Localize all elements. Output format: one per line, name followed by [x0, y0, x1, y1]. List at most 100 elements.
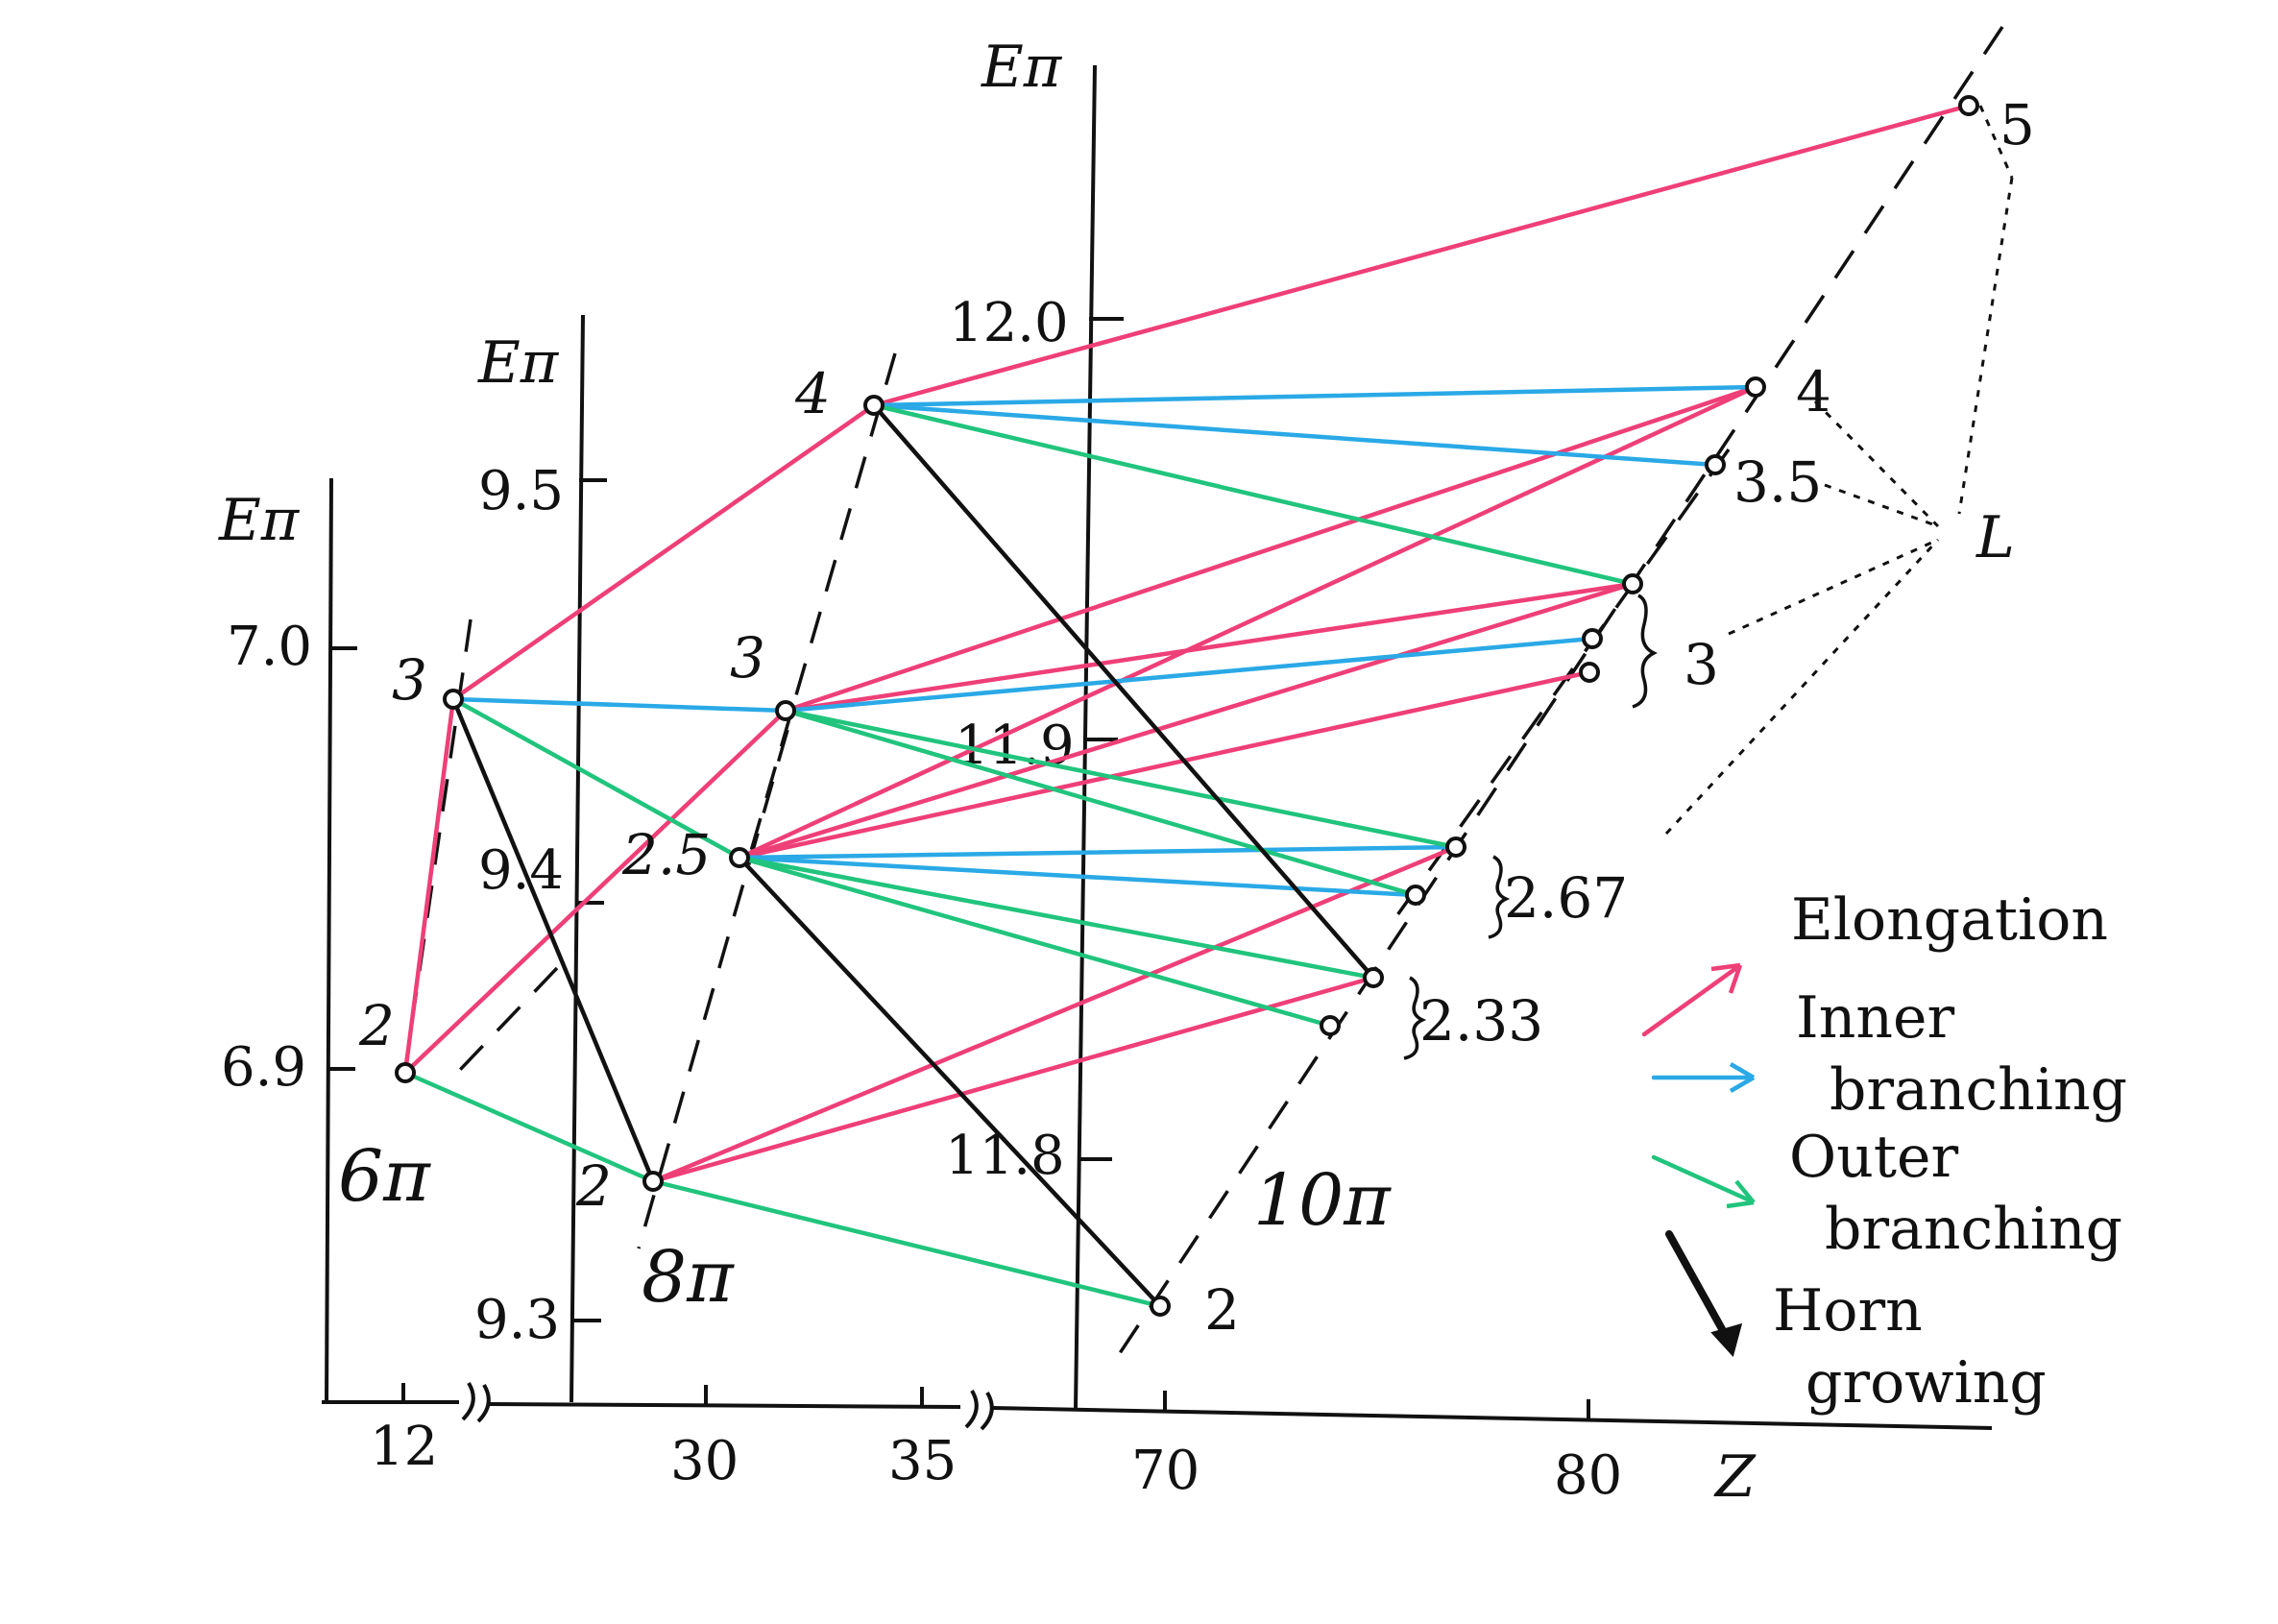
group-labels: 6π 8π 10π — [338, 1135, 1392, 1319]
edge-elongation-b25-c3a — [737, 581, 1636, 860]
z-axis-break-1 — [461, 1381, 491, 1423]
edge-elongation-b2-c267a — [650, 844, 1459, 1184]
node-c5 — [1958, 95, 1979, 116]
edge-outer-branching-b25-c233a — [737, 855, 1376, 981]
transition-edges — [402, 103, 1972, 1309]
label-L: L — [1975, 504, 2015, 571]
axis2-tick-label-9.5: 9.5 — [478, 460, 564, 522]
legend-label-horn-2: growing — [1805, 1349, 2047, 1417]
guide-8pi-upper — [745, 352, 897, 865]
node-c3b — [1582, 628, 1603, 649]
legend-arrow-elongation — [1641, 962, 1743, 1037]
legend-label-inner-2: branching — [1830, 1056, 2127, 1124]
guide-lines — [400, 26, 2004, 1363]
edge-outer-branching-b25-c233b — [737, 855, 1333, 1029]
group-label-10pi: 10π — [1253, 1159, 1392, 1242]
axis1-tick-label-7.0: 7.0 — [227, 616, 312, 678]
legend-label-elongation: Elongation — [1791, 886, 2108, 954]
edge-outer-branching-a3-b25 — [450, 696, 742, 860]
edge-horn-growing-a3-b2 — [450, 696, 656, 1184]
edge-elongation-b2-c233a — [650, 975, 1376, 1184]
label-a2: 2 — [358, 993, 395, 1058]
state-nodes — [395, 95, 1979, 1317]
axis2-tick-label-9.4: 9.4 — [478, 839, 564, 902]
node-c233a — [1363, 967, 1384, 988]
label-c3: 3 — [1684, 632, 1719, 697]
edge-elongation-a2-a3 — [402, 696, 456, 1076]
node-c2 — [1150, 1296, 1171, 1317]
legend-label-inner-1: Inner — [1796, 984, 1954, 1052]
brace-233 — [1403, 976, 1427, 1060]
node-c267a — [1445, 836, 1466, 858]
edge-inner-branching-a3-b3 — [450, 696, 788, 714]
brace-3 — [1632, 594, 1658, 709]
z-axis-title: Z — [1713, 1443, 1757, 1511]
guide-8pi-lower — [637, 729, 789, 1249]
node-c233b — [1320, 1015, 1341, 1036]
dotted-35-L — [1824, 483, 1939, 528]
node-c3a — [1622, 573, 1643, 594]
axis3-tick-label-11.8: 11.8 — [945, 1125, 1065, 1187]
z-tick-label-70: 70 — [1131, 1440, 1200, 1502]
edge-outer-branching-b4-c3a — [871, 402, 1636, 587]
edge-elongation-b25-c4 — [737, 384, 1758, 860]
label-b3: 3 — [730, 625, 765, 691]
edge-inner-branching-b4-c4 — [871, 384, 1758, 408]
label-c267: 2.67 — [1504, 865, 1628, 931]
node-b25 — [729, 847, 750, 868]
legend-arrow-inner — [1651, 1062, 1756, 1093]
z-axis-break-2 — [964, 1389, 994, 1431]
axis1-line — [325, 477, 333, 1403]
label-c35: 3.5 — [1733, 449, 1822, 515]
node-c4 — [1745, 376, 1766, 398]
energy-axis-6pi: 7.0 6.9 Eπ — [218, 477, 357, 1403]
guide-z-80 — [1391, 448, 1731, 924]
edge-elongation-a2-b3 — [402, 708, 788, 1076]
node-labels: 2 3 2 2.5 3 4 2 2.33 2.67 3 3.5 4 5 L — [358, 92, 2035, 1343]
z-axis: 12 30 35 70 80 Z — [322, 1381, 1993, 1511]
edge-elongation-a3-b4 — [450, 402, 877, 702]
group-label-8pi: 8π — [642, 1236, 735, 1319]
axis2-line — [570, 314, 585, 1403]
braces — [1403, 594, 1658, 1060]
axis3-tick-label-12.0: 12.0 — [949, 292, 1069, 354]
label-c233: 2.33 — [1419, 988, 1543, 1054]
label-a3: 3 — [392, 647, 427, 713]
node-c267b — [1405, 885, 1426, 906]
axis1-title: Eπ — [218, 487, 301, 554]
axis1-tick-label-6.9: 6.9 — [221, 1036, 306, 1099]
axis2-title: Eπ — [477, 329, 560, 397]
node-b2 — [642, 1171, 664, 1192]
group-label-6pi: 6π — [338, 1135, 431, 1218]
edge-elongation-b4-c5 — [871, 103, 1972, 408]
label-b25: 2.5 — [621, 822, 711, 887]
axis2-tick-label-9.3: 9.3 — [474, 1289, 560, 1351]
edge-outer-branching-b3-c267b — [783, 708, 1418, 898]
node-b4 — [863, 395, 885, 416]
z-tick-label-12: 12 — [370, 1416, 438, 1478]
z-tick-label-30: 30 — [670, 1430, 739, 1492]
edge-inner-branching-b3-c3b — [783, 636, 1595, 714]
node-c35 — [1705, 454, 1726, 475]
legend-arrow-horn — [1665, 1230, 1743, 1358]
label-b2: 2 — [575, 1153, 612, 1219]
edge-elongation-b3-c4 — [783, 384, 1758, 714]
node-a3 — [443, 689, 464, 710]
z-tick-label-80: 80 — [1554, 1444, 1622, 1507]
edge-inner-branching-b25-c267a — [737, 844, 1459, 860]
label-b4: 4 — [794, 361, 831, 426]
node-c3c — [1579, 662, 1600, 683]
dotted-5-2 — [1957, 177, 2014, 515]
label-c2: 2 — [1204, 1277, 1240, 1343]
edge-outer-branching-b3-c267a — [783, 708, 1459, 850]
node-a2 — [395, 1062, 416, 1083]
dotted-low-L — [1664, 538, 1940, 836]
z-tick-label-35: 35 — [888, 1430, 957, 1492]
legend-label-horn-1: Horn — [1773, 1277, 1923, 1345]
guide-short — [457, 966, 559, 1073]
dotted-lines-to-L — [1664, 105, 2014, 836]
edge-outer-branching-a2-b2 — [402, 1070, 656, 1184]
dotted-5-1 — [1978, 105, 2014, 179]
legend-label-outer-1: Outer — [1789, 1124, 1958, 1191]
